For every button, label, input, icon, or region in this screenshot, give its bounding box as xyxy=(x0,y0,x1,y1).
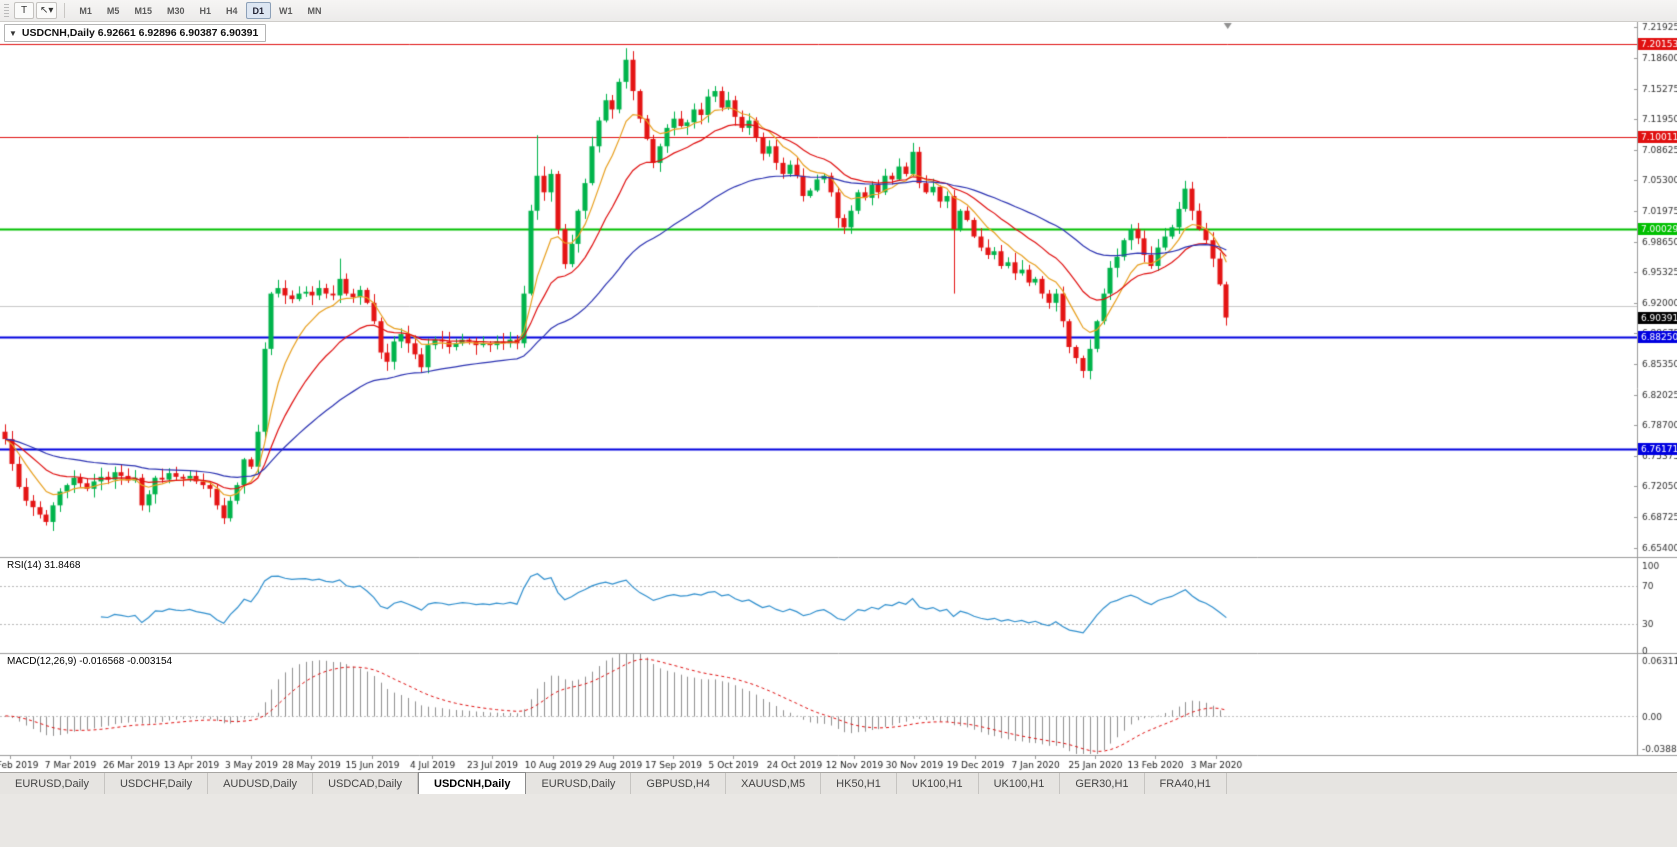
timeframe-button-m15[interactable]: M15 xyxy=(127,2,159,19)
rsi-indicator-label: RSI(14) 31.8468 xyxy=(7,560,81,571)
timeframe-button-h4[interactable]: H4 xyxy=(219,2,245,19)
pointer-tool-dropdown-button[interactable]: ↖▾ xyxy=(36,2,58,19)
toolbar-grip[interactable] xyxy=(4,3,9,18)
collapse-triangle-icon[interactable]: ▼ xyxy=(9,28,17,38)
window-background xyxy=(0,794,1677,847)
chart-tab-eurusd-daily[interactable]: EURUSD,Daily xyxy=(526,773,632,794)
chart-tab-usdchf-daily[interactable]: USDCHF,Daily xyxy=(104,773,209,794)
timeframe-button-d1[interactable]: D1 xyxy=(245,2,272,19)
timeframe-button-group: M1 M5 M15 M30 H1 H4 D1 W1 MN xyxy=(72,2,328,19)
chart-tab-gbpusd-h4[interactable]: GBPUSD,H4 xyxy=(631,773,726,794)
chart-tab-fra40-h1[interactable]: FRA40,H1 xyxy=(1144,773,1227,794)
chart-tab-uk100-h1[interactable]: UK100,H1 xyxy=(978,773,1061,794)
chart-tabs-bar: EURUSD,Daily USDCHF,Daily AUDUSD,Daily USDC… xyxy=(0,772,1677,794)
text-tool-button[interactable]: T xyxy=(14,2,34,19)
chart-tab-ger30-h1[interactable]: GER30,H1 xyxy=(1060,773,1145,794)
chart-tab-usdcad-daily[interactable]: USDCAD,Daily xyxy=(313,773,419,794)
timeframe-button-h1[interactable]: H1 xyxy=(192,2,218,19)
toolbar-separator xyxy=(64,3,66,18)
chart-tab-audusd-daily[interactable]: AUDUSD,Daily xyxy=(208,773,314,794)
main-toolbar: T ↖▾ M1 M5 M15 M30 H1 H4 D1 W1 MN xyxy=(0,0,1677,22)
timeframe-button-m5[interactable]: M5 xyxy=(100,2,127,19)
chart-title-bar[interactable]: ▼ USDCNH,Daily 6.92661 6.92896 6.90387 6… xyxy=(4,24,267,42)
chart-tab-uk100-h1[interactable]: UK100,H1 xyxy=(896,773,979,794)
timeframe-button-mn[interactable]: MN xyxy=(301,2,329,19)
chart-tab-xauusd-m5[interactable]: XAUUSD,M5 xyxy=(725,773,822,794)
price-chart-canvas[interactable] xyxy=(0,22,1677,772)
timeframe-button-w1[interactable]: W1 xyxy=(272,2,300,19)
chart-tab-eurusd-daily[interactable]: EURUSD,Daily xyxy=(0,773,105,794)
chart-tab-usdcnh-daily[interactable]: USDCNH,Daily xyxy=(418,772,527,794)
chart-tab-hk50-h1[interactable]: HK50,H1 xyxy=(821,773,897,794)
timeframe-button-m30[interactable]: M30 xyxy=(160,2,192,19)
timeframe-button-m1[interactable]: M1 xyxy=(72,2,99,19)
macd-indicator-label: MACD(12,26,9) -0.016568 -0.003154 xyxy=(7,656,173,667)
chart-title-text: USDCNH,Daily 6.92661 6.92896 6.90387 6.9… xyxy=(21,27,259,39)
